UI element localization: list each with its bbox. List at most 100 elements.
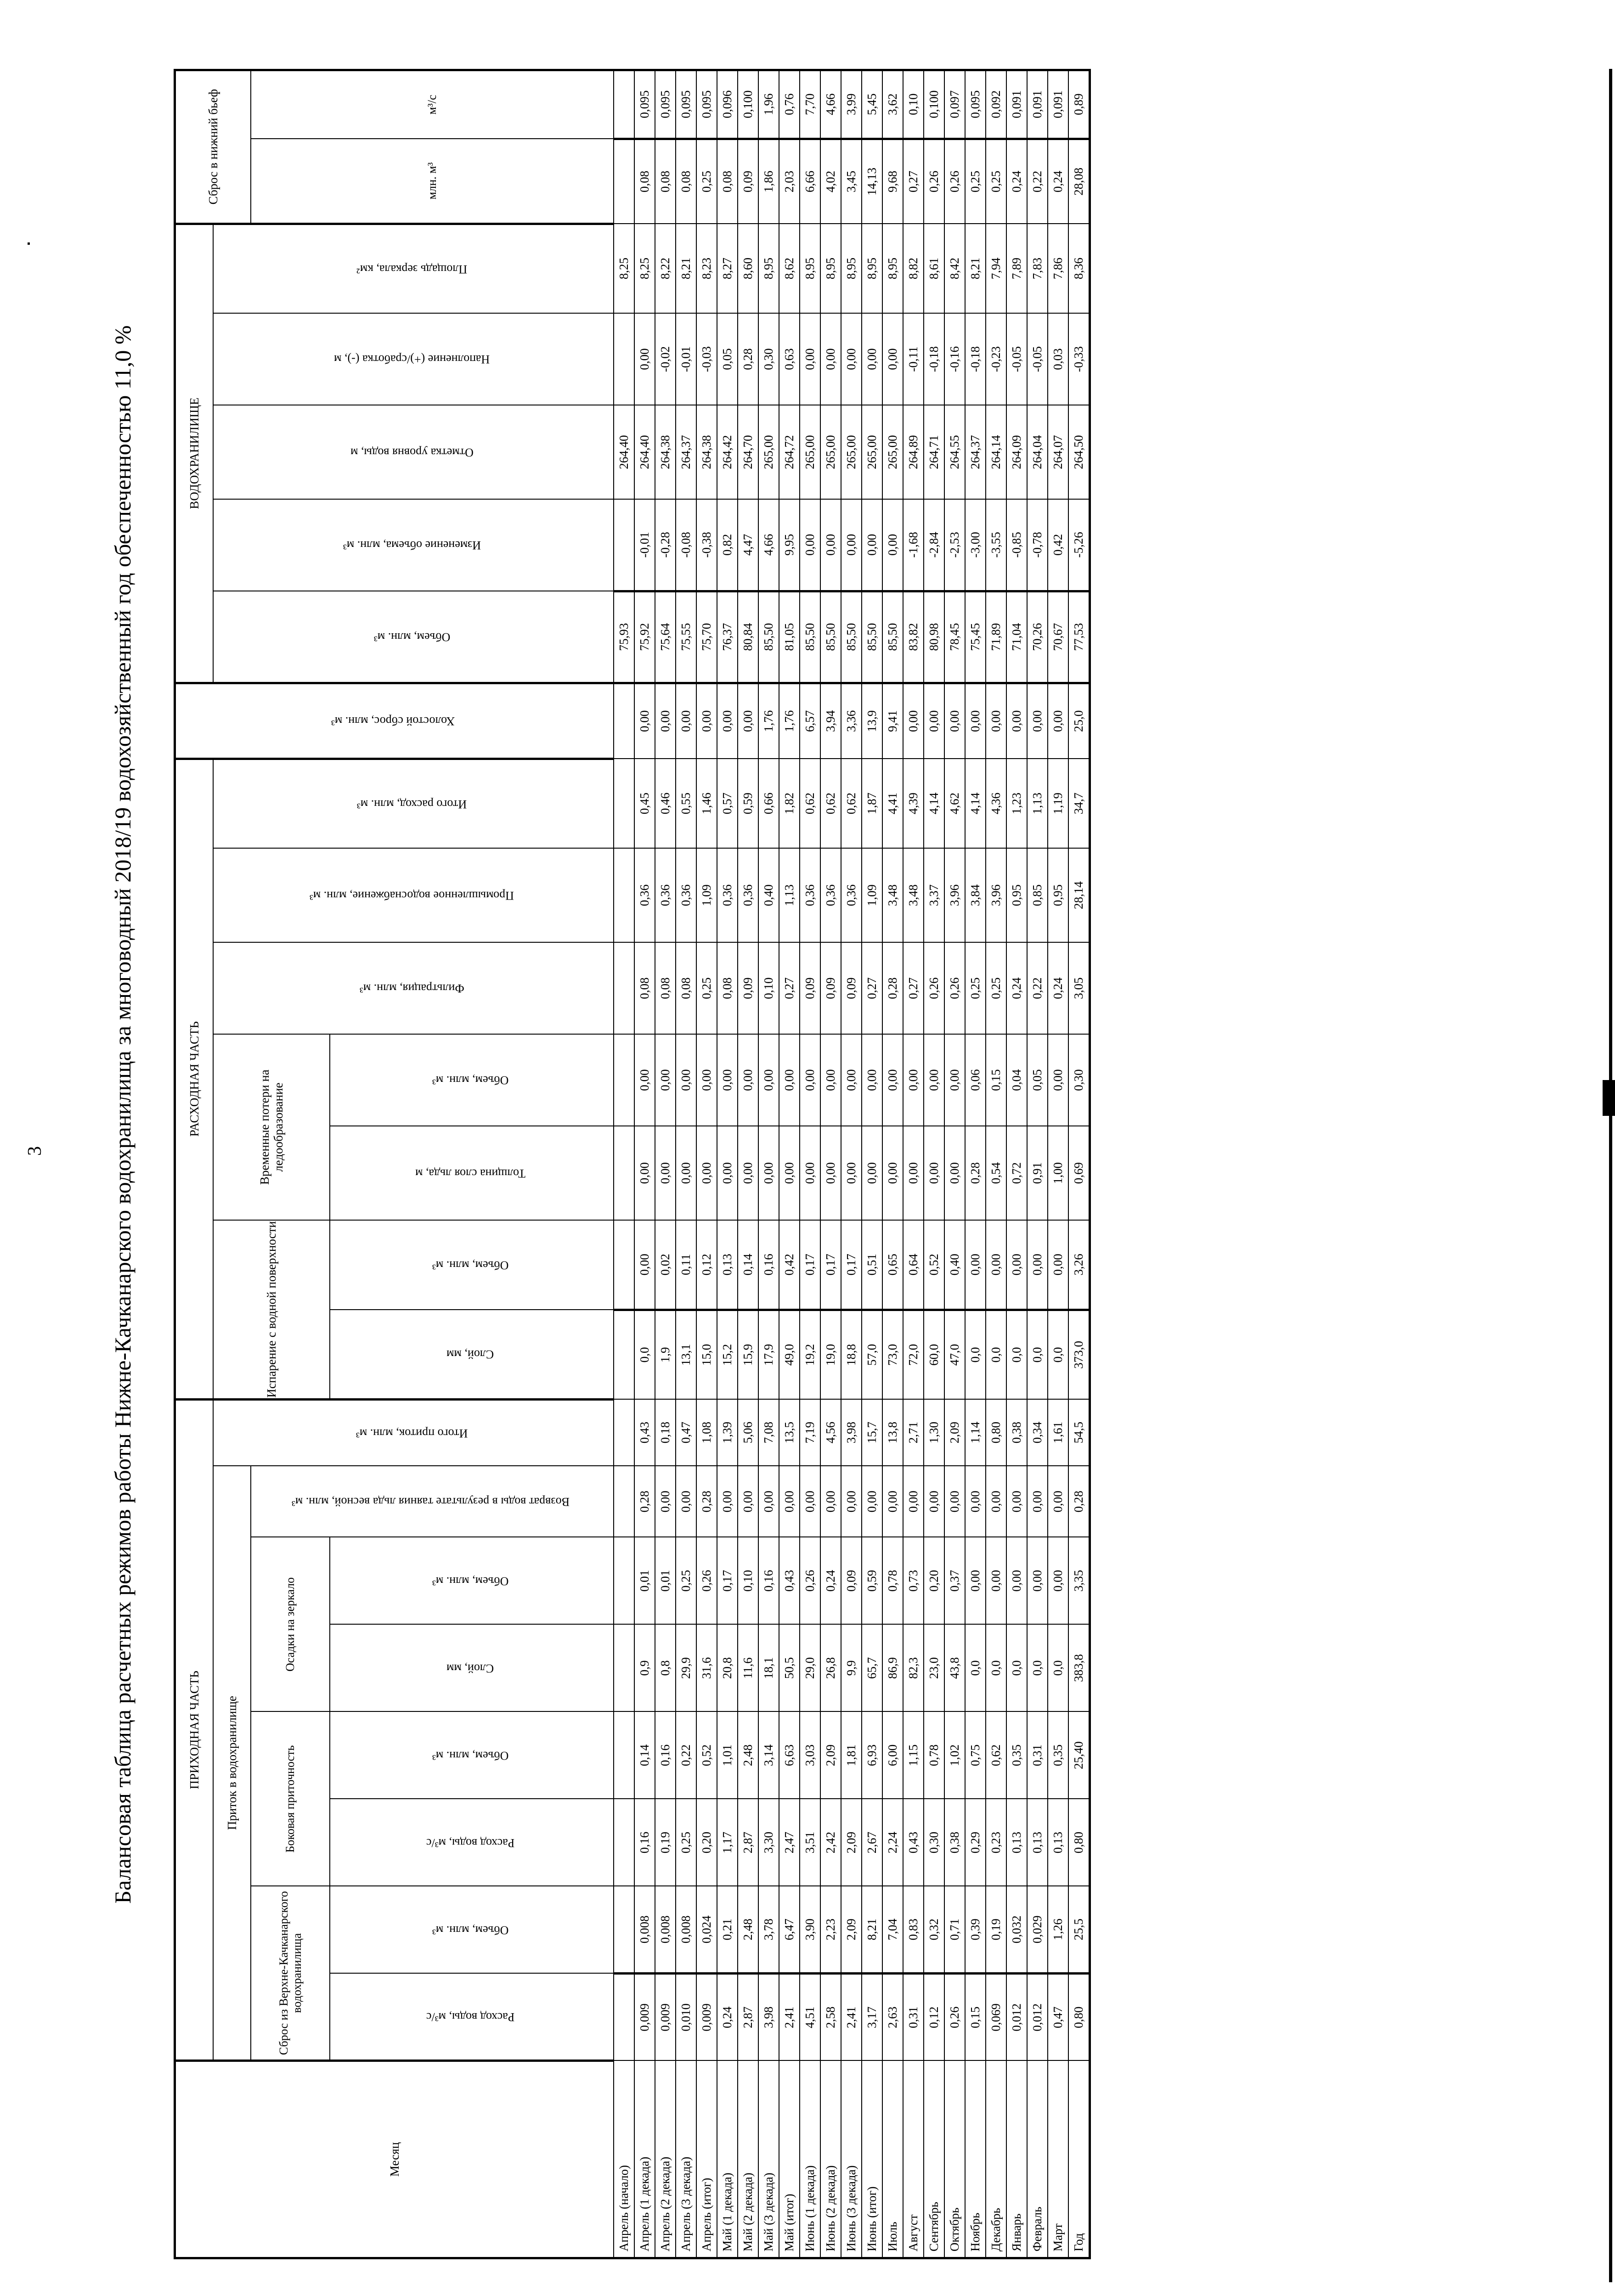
table-cell [614,499,634,591]
table-cell: 0,00 [634,1220,655,1310]
table-cell: 265,00 [841,405,862,500]
table-cell: 0,27 [862,942,882,1035]
table-cell: -0,05 [1006,313,1027,405]
table-cell: 0,13 [1006,1799,1027,1886]
table-cell: 83,82 [903,591,924,683]
table-cell: 0,09 [841,942,862,1035]
table-row: Июль 2,63 7,04 2,24 6,00 86,9 0,78 0,00 13,8 73,0… [882,70,903,2258]
table-cell: 0,00 [634,1034,655,1126]
table-cell: 17,9 [758,1310,779,1400]
table-cell: 0,00 [903,683,924,759]
table-cell: 71,89 [986,591,1006,683]
table-cell: 0,25 [986,942,1006,1035]
table-cell: 0,00 [986,1220,1006,1310]
table-cell: 0,22 [676,1711,696,1799]
table-cell: 0,0 [986,1624,1006,1712]
table-cell: -2,53 [944,499,965,591]
table-cell: 0,34 [1027,1399,1048,1466]
table-cell [614,1220,634,1310]
table-cell: 0,27 [903,942,924,1035]
table-cell: 0,59 [862,1537,882,1625]
table-cell [614,942,634,1035]
table-cell: 0,31 [1027,1711,1048,1799]
table-cell: 0,36 [655,848,676,943]
table-cell: 0,00 [841,499,862,591]
table-cell: 1,61 [1048,1399,1068,1466]
header-inflow-to-reservoir: Приток в водохранилище [213,1466,251,2061]
table-cell: 265,00 [862,405,882,500]
table-cell: 2,41 [779,1973,800,2061]
table-cell: 25,40 [1068,1711,1090,1799]
header-idle-discharge: Холостой сброс, млн. м³ [175,683,614,759]
table-cell: 60,0 [924,1310,944,1400]
table-cell: 0,00 [676,1126,696,1221]
table-cell: 85,50 [841,591,862,683]
table-cell: 0,65 [882,1220,903,1310]
table-cell: 264,50 [1068,405,1090,500]
table-cell: 0,095 [696,70,717,139]
table-cell: 264,70 [738,405,758,500]
table-cell: 3,26 [1068,1220,1090,1310]
table-cell: 0,008 [676,1886,696,1974]
table-cell: 0,27 [903,139,924,224]
table-cell: 1,96 [758,70,779,139]
table-cell: 0,00 [903,1034,924,1126]
header-industrial-supply: Промышленное водоснабжение, млн. м³ [213,848,614,943]
balance-table: Месяц ПРИХОДНАЯ ЧАСТЬ РАСХОДНАЯ ЧАСТЬ Хо… [174,68,1091,2259]
table-cell: 0,00 [1048,1034,1068,1126]
table-cell: 0,09 [841,1537,862,1625]
row-month-label: Июнь (1 декада) [800,2060,820,2258]
table-cell [614,848,634,943]
table-cell: 0,00 [820,313,841,405]
table-cell: 0,76 [779,70,800,139]
scan-artifact-right-line [1609,69,1612,2282]
table-cell [614,683,634,759]
table-cell: 8,60 [738,224,758,314]
table-cell: 7,19 [800,1399,820,1466]
table-cell: 0,10 [903,70,924,139]
table-cell: 3,30 [758,1799,779,1886]
table-cell: 0,00 [1027,683,1048,759]
header-volume-mln: Объем, млн. м³ [330,1886,614,1974]
table-cell: 0,23 [986,1799,1006,1886]
table-cell: 1,26 [1048,1886,1068,1974]
table-cell: 15,2 [717,1310,738,1400]
table-cell: 0,00 [1006,1466,1027,1537]
header-discharge-m3s: Расход воды, м³/с [330,1799,614,1886]
table-cell [614,1886,634,1974]
table-cell: 0,26 [924,942,944,1035]
table-cell: 0,00 [903,1466,924,1537]
row-month-label: Сентябрь [924,2060,944,2258]
table-cell: 2,03 [779,139,800,224]
table-row: Май (2 декада) 2,87 2,48 2,87 2,48 11,6 0,10 0,… [738,70,758,2258]
row-month-label: Год [1068,2060,1090,2258]
table-cell: 0,00 [1048,1537,1068,1625]
table-cell: -0,03 [696,313,717,405]
table-cell: 0,092 [986,70,1006,139]
table-cell: 85,50 [820,591,841,683]
table-cell: 6,66 [800,139,820,224]
row-month-label: Июнь (3 декада) [841,2060,862,2258]
table-cell: 0,00 [882,1126,903,1221]
table-cell: 4,51 [800,1973,820,2061]
table-cell: 0,19 [986,1886,1006,1974]
table-cell: 0,73 [903,1537,924,1625]
table-cell: -0,05 [1027,313,1048,405]
table-cell: 31,6 [696,1624,717,1712]
table-cell: 0,52 [696,1711,717,1799]
table-cell: 0,00 [841,1466,862,1537]
table-cell: 3,51 [800,1799,820,1886]
table-cell [614,1624,634,1712]
header-reservoir: ВОДОХРАНИЛИЩЕ [175,224,213,683]
table-cell: 0,62 [986,1711,1006,1799]
row-month-label: Апрель (начало) [614,2060,634,2258]
table-cell: 0,032 [1006,1886,1027,1974]
table-cell: 3,84 [965,848,986,943]
table-cell: 0,28 [738,313,758,405]
table-cell: 7,70 [800,70,820,139]
table-cell: 0,08 [717,139,738,224]
table-cell: -0,01 [676,313,696,405]
table-body: Апрель (начало) 75,93 264,40 8,25 Апрель (1 … [614,70,1090,2258]
table-cell: 1,01 [717,1711,738,1799]
table-cell: 264,72 [779,405,800,500]
